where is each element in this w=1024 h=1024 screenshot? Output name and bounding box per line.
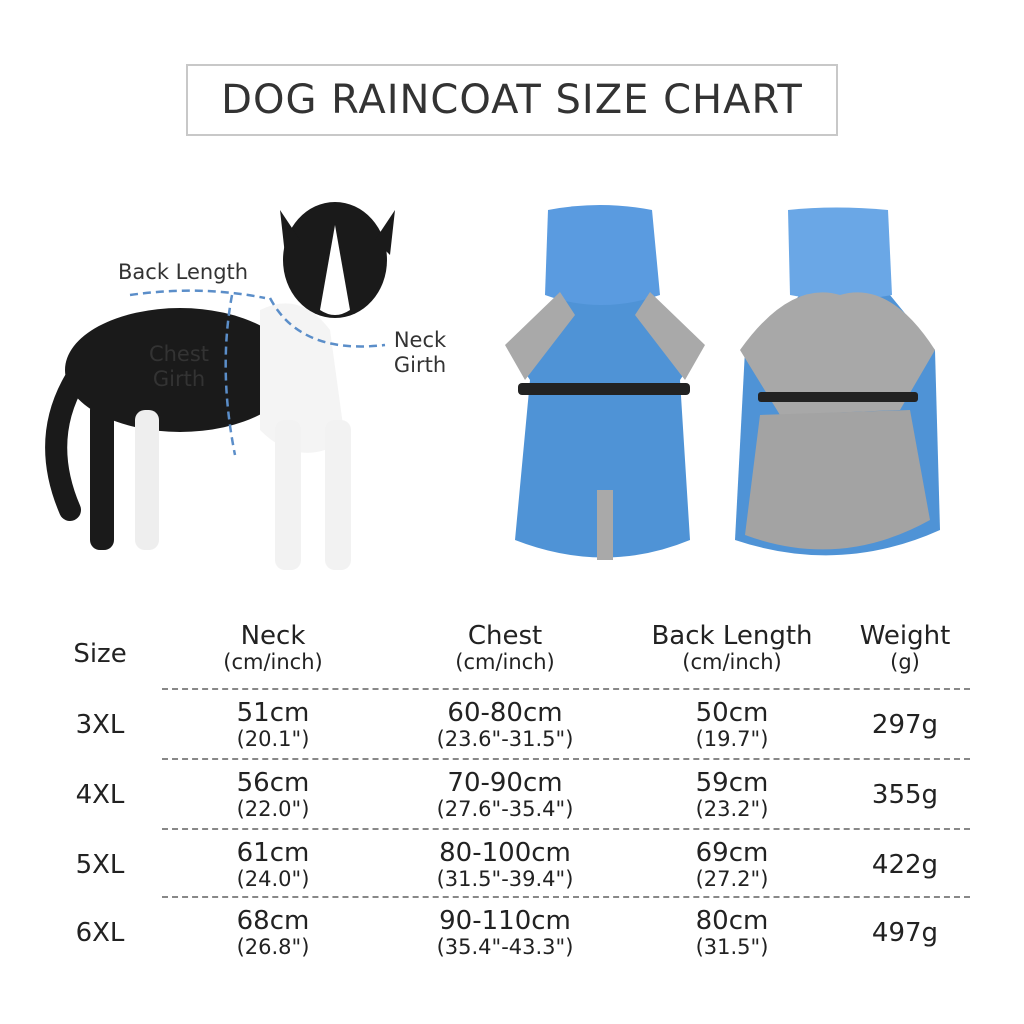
cell-inch: (27.2") [695, 867, 769, 891]
table-cell: 60-80cm (23.6"-31.5") [437, 699, 574, 751]
weight-cell: 297g [871, 710, 939, 740]
chest-girth-label: Chest Girth [140, 342, 218, 392]
size-cell: 5XL [75, 850, 125, 880]
table-cell: 80-100cm (31.5"-39.4") [437, 839, 574, 891]
neck-girth-label: Neck Girth [385, 328, 455, 378]
column-header: Back Length (cm/inch) [651, 622, 812, 674]
table-cell: 70-90cm (27.6"-35.4") [437, 769, 574, 821]
cell-inch: (27.6"-35.4") [436, 797, 574, 821]
header-name: Neck [240, 621, 306, 651]
illustrations [45, 202, 940, 570]
cell-cm: 50cm [695, 698, 769, 728]
header-unit: (g) [890, 650, 920, 674]
cell-inch: (31.5"-39.4") [436, 867, 574, 891]
weight-cell: 355g [871, 780, 939, 810]
cell-cm: 90-110cm [439, 906, 571, 936]
header-unit: (cm/inch) [223, 650, 323, 674]
weight-cell: 497g [871, 918, 939, 948]
cell-cm: 70-90cm [447, 768, 563, 798]
table-cell: 80cm (31.5") [696, 907, 769, 959]
cell-cm: 68cm [236, 906, 310, 936]
row-divider [162, 828, 970, 830]
size-cell: 6XL [75, 918, 125, 948]
size-cell: 3XL [75, 710, 125, 740]
header-name: Chest [467, 621, 543, 651]
label-line: Neck [393, 328, 447, 352]
cell-cm: 61cm [236, 838, 310, 868]
back-length-label: Back Length [118, 260, 249, 284]
header-unit: (cm/inch) [682, 650, 782, 674]
column-header: Size [73, 640, 126, 668]
label-line: Girth [393, 353, 447, 377]
cell-cm: 69cm [695, 838, 769, 868]
label-line: Chest [148, 342, 210, 366]
column-header: Weight (g) [860, 622, 951, 674]
weight-cell: 422g [871, 850, 939, 880]
size-cell: 4XL [75, 780, 125, 810]
cell-inch: (20.1") [236, 727, 310, 751]
cell-inch: (22.0") [236, 797, 310, 821]
table-cell: 69cm (27.2") [696, 839, 769, 891]
title: DOG RAINCOAT SIZE CHART [186, 64, 838, 136]
row-divider [162, 758, 970, 760]
table-cell: 56cm (22.0") [237, 769, 310, 821]
table-cell: 50cm (19.7") [696, 699, 769, 751]
table-cell: 61cm (24.0") [237, 839, 310, 891]
cell-inch: (24.0") [236, 867, 310, 891]
column-header: Chest (cm/inch) [455, 622, 554, 674]
cell-inch: (23.2") [695, 797, 769, 821]
header-name: Size [73, 639, 127, 669]
cell-cm: 80cm [695, 906, 769, 936]
header-unit: (cm/inch) [455, 650, 555, 674]
cell-cm: 51cm [236, 698, 310, 728]
raincoat-front [505, 205, 705, 560]
row-divider [162, 688, 970, 690]
table-cell: 90-110cm (35.4"-43.3") [437, 907, 574, 959]
cell-inch: (35.4"-43.3") [436, 935, 574, 959]
table-cell: 68cm (26.8") [237, 907, 310, 959]
cell-inch: (23.6"-31.5") [436, 727, 574, 751]
cell-cm: 56cm [236, 768, 310, 798]
header-name: Weight [859, 621, 951, 651]
cell-cm: 80-100cm [439, 838, 571, 868]
table-cell: 59cm (23.2") [696, 769, 769, 821]
dog-illustration [45, 202, 395, 570]
cell-inch: (26.8") [236, 935, 310, 959]
header-name: Back Length [651, 621, 813, 651]
column-header: Neck (cm/inch) [223, 622, 322, 674]
cell-inch: (19.7") [695, 727, 769, 751]
table-cell: 51cm (20.1") [237, 699, 310, 751]
label-line: Girth [152, 367, 206, 391]
cell-cm: 60-80cm [447, 698, 563, 728]
cell-inch: (31.5") [695, 935, 769, 959]
row-divider [162, 896, 970, 898]
raincoat-back [735, 207, 940, 556]
cell-cm: 59cm [695, 768, 769, 798]
